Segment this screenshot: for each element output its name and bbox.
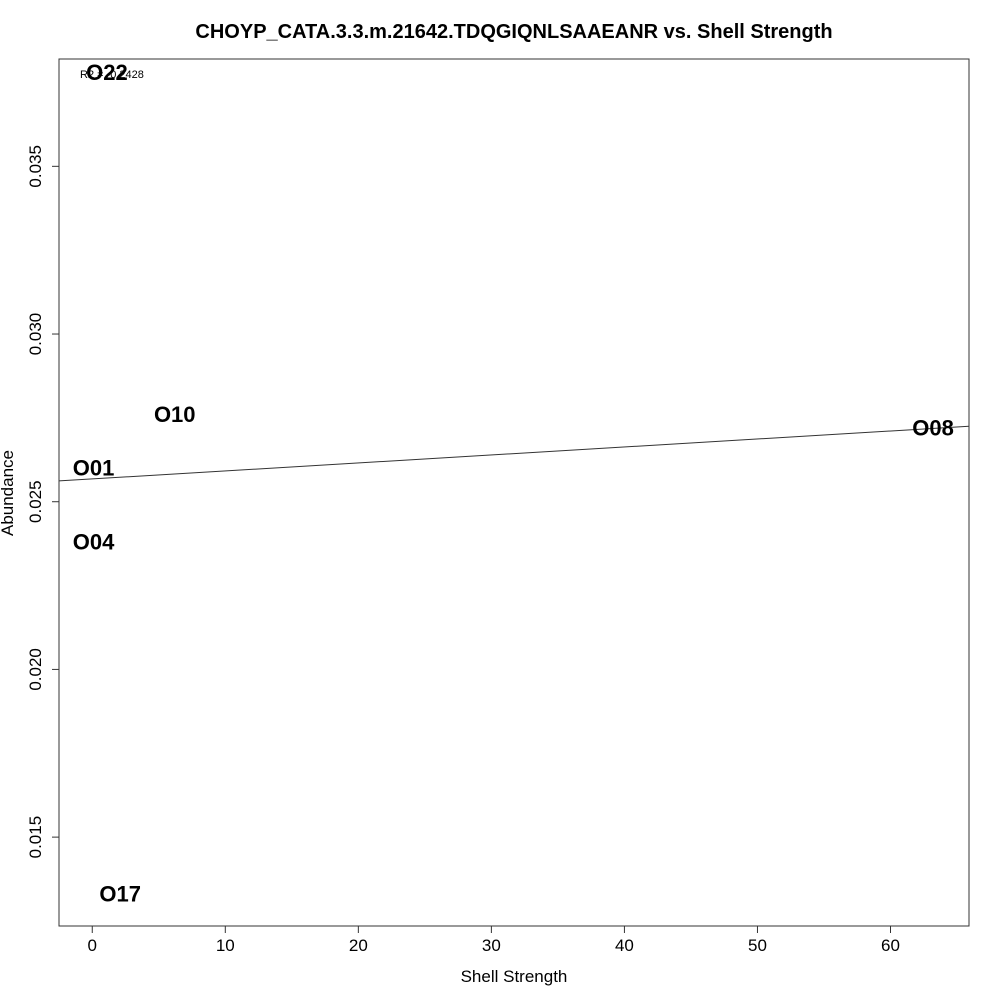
y-tick-label: 0.020 xyxy=(26,648,45,691)
data-points: O22 O10 O08 O01 O04 O17 xyxy=(73,60,954,907)
x-tick-label: 30 xyxy=(482,936,501,955)
point-label-o01: O01 xyxy=(73,456,115,481)
x-axis: 0 10 20 30 40 50 60 xyxy=(88,926,900,955)
y-tick-label: 0.030 xyxy=(26,313,45,356)
x-tick-label: 60 xyxy=(881,936,900,955)
y-tick-label: 0.025 xyxy=(26,480,45,523)
y-axis-label: Abundance xyxy=(0,450,17,536)
x-tick-label: 10 xyxy=(216,936,235,955)
x-tick-label: 50 xyxy=(748,936,767,955)
point-label-o17: O17 xyxy=(99,882,141,907)
regression-line-group xyxy=(58,425,970,482)
y-tick-label: 0.015 xyxy=(26,816,45,859)
point-label-o22: O22 xyxy=(86,60,128,85)
r2-annotation: R2 = -0.2428 xyxy=(80,69,144,81)
y-tick-label: 0.035 xyxy=(26,145,45,188)
x-tick-label: 20 xyxy=(349,936,368,955)
point-label-o10: O10 xyxy=(154,402,196,427)
point-label-o08: O08 xyxy=(912,415,954,440)
point-label-o04: O04 xyxy=(73,529,115,554)
y-axis: 0.015 0.020 0.025 0.030 0.035 xyxy=(26,145,59,858)
regression-line xyxy=(58,425,970,482)
plot-frame xyxy=(58,58,970,927)
x-tick-label: 0 xyxy=(88,936,97,955)
x-axis-label: Shell Strength xyxy=(461,967,568,986)
x-tick-label: 40 xyxy=(615,936,634,955)
chart-title: CHOYP_CATA.3.3.m.21642.TDQGIQNLSAAEANR v… xyxy=(195,21,832,43)
